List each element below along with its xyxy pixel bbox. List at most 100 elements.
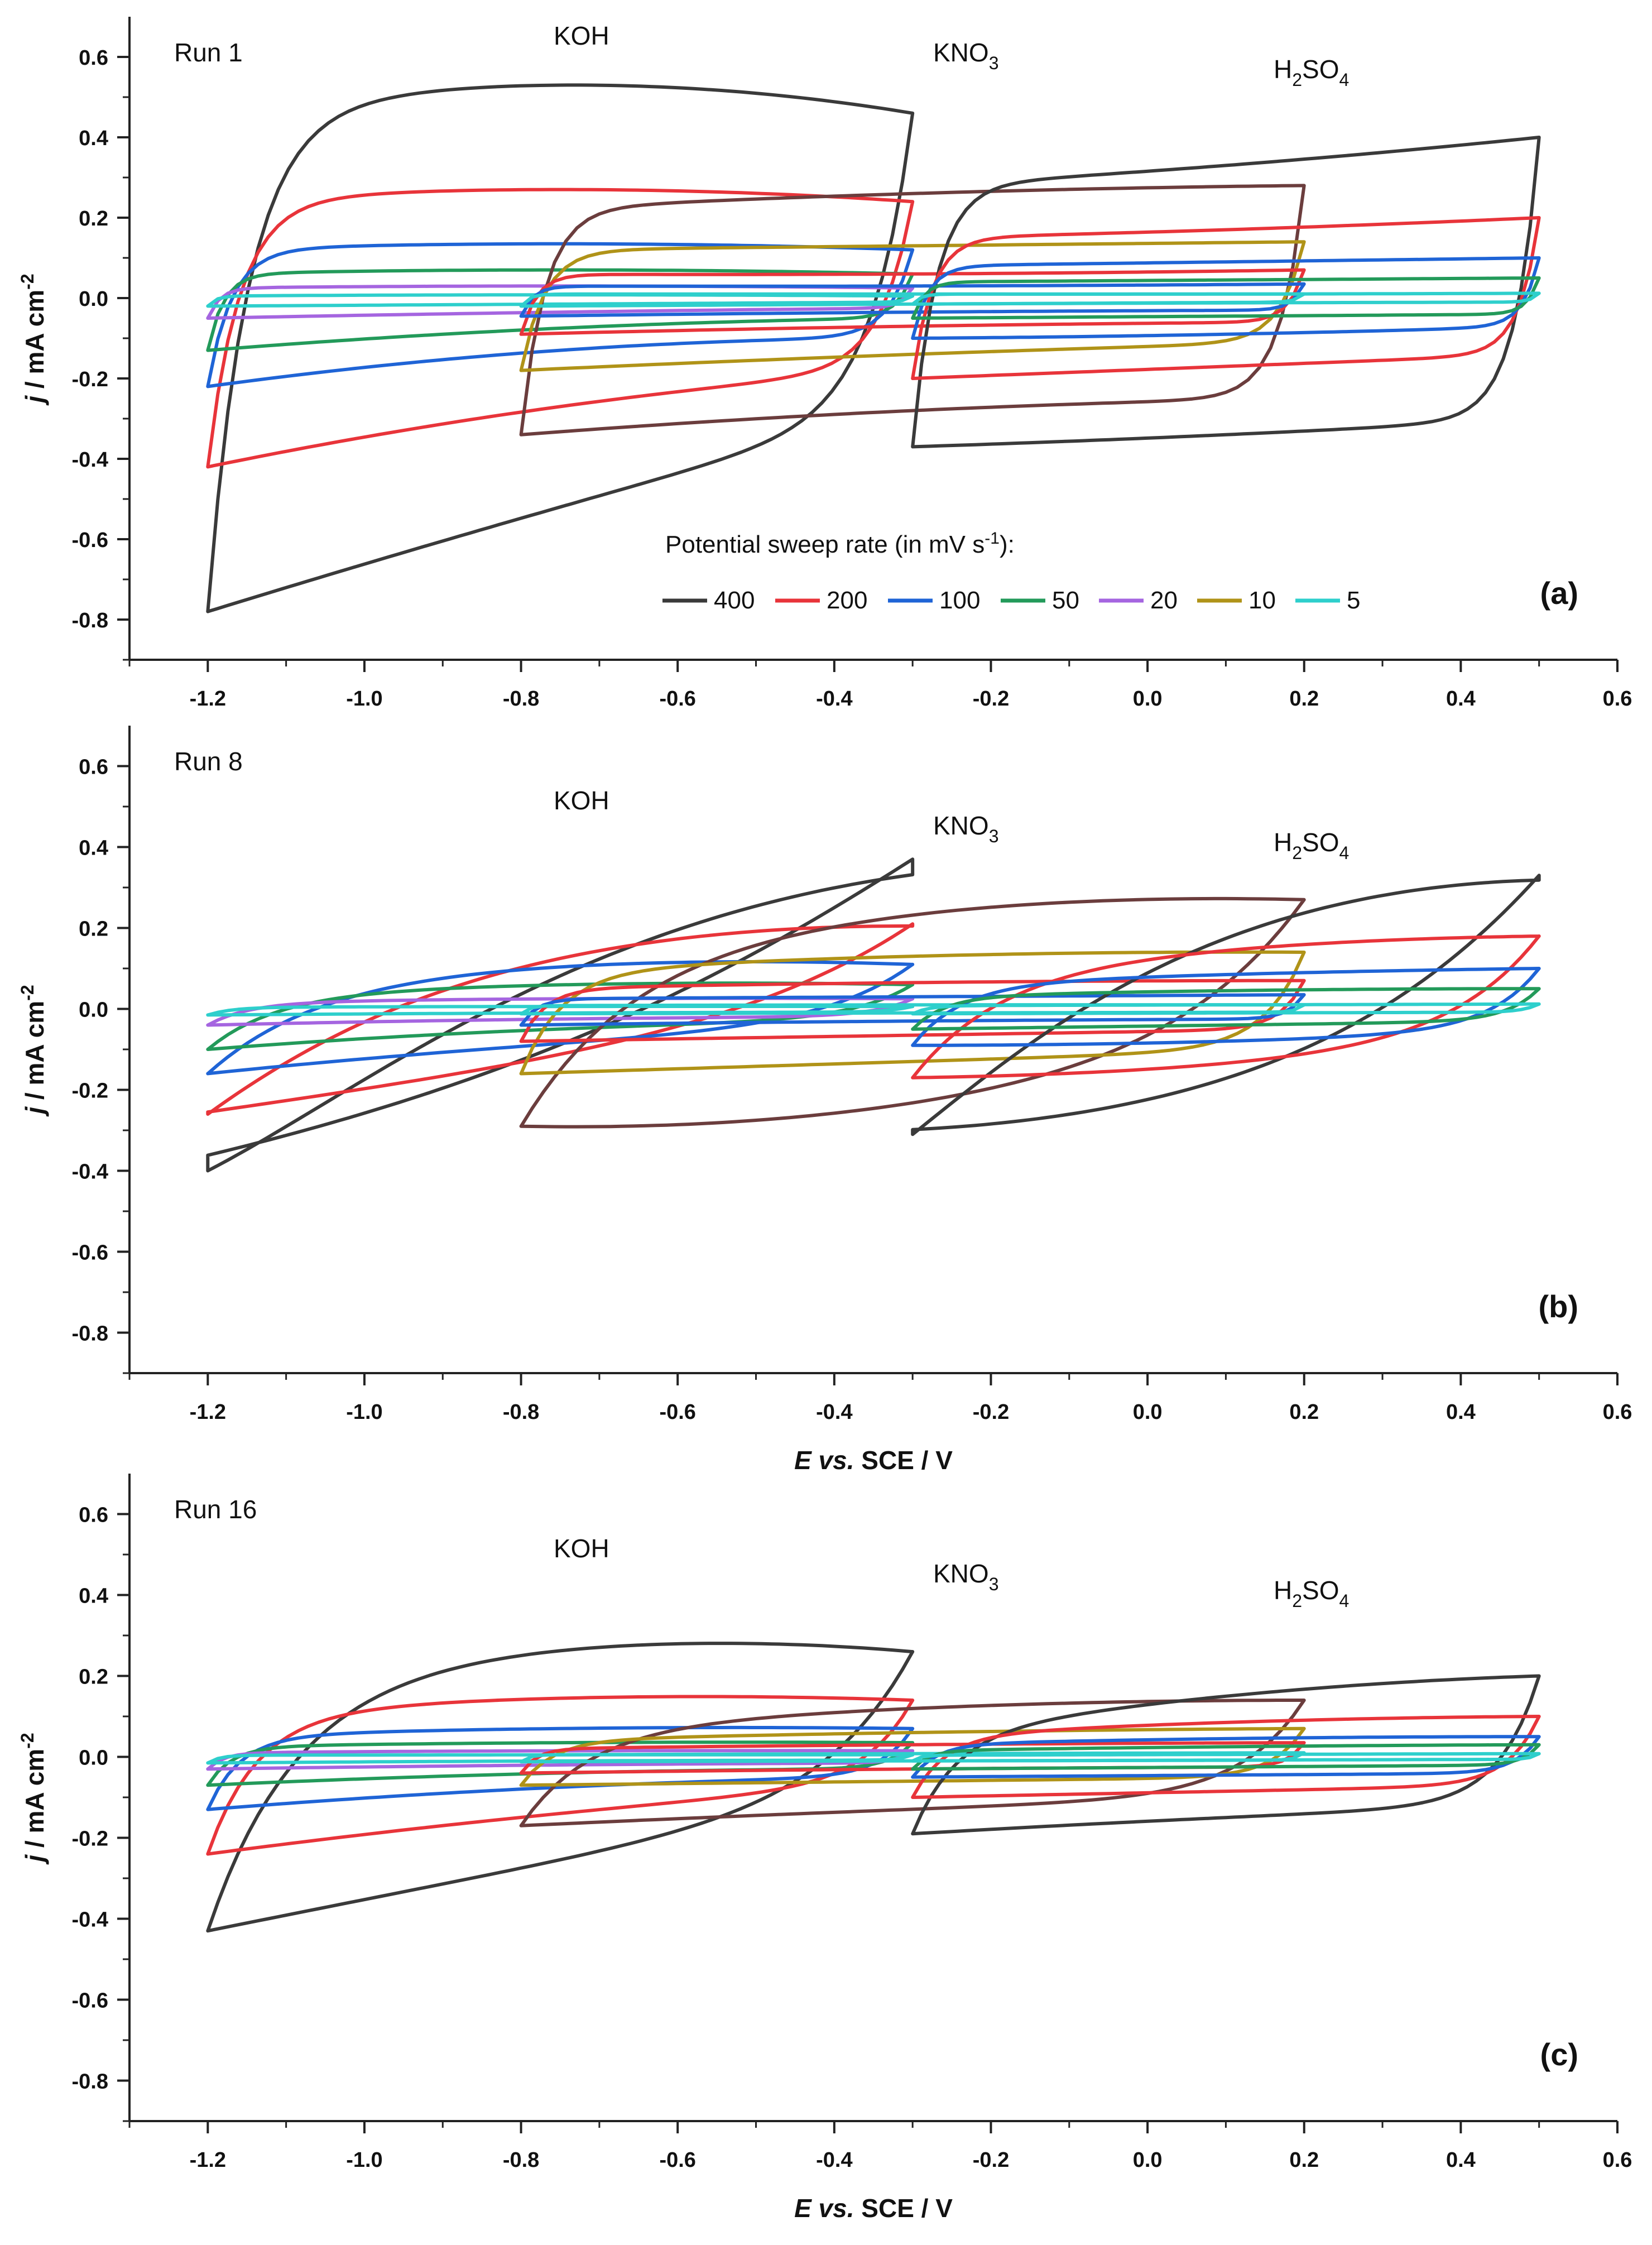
- x-tick-label: -0.4: [816, 2148, 852, 2172]
- y-tick-label: -0.6: [72, 1241, 108, 1265]
- x-tick-label: -0.2: [973, 2148, 1009, 2172]
- legend-entry: 10: [1248, 587, 1276, 614]
- run-title: Run 8: [174, 747, 243, 776]
- y-title-units: / mA cm: [20, 1001, 49, 1107]
- cv-loop: [519, 282, 1306, 318]
- kno3-main: KNO: [933, 811, 989, 840]
- kno3-label: KNO3: [933, 811, 998, 846]
- legend-entry: 100: [939, 587, 980, 614]
- y-tick-label: 0.2: [79, 1666, 108, 1689]
- cv-loop: [519, 978, 1306, 1043]
- h2so4-h: H: [1274, 828, 1292, 857]
- y-title-j: j: [20, 1854, 49, 1865]
- cv-loop: [519, 993, 1306, 1027]
- y-tick-label: -0.6: [72, 529, 108, 552]
- x-title-E: E: [794, 2194, 812, 2223]
- x-tick-label: -0.4: [816, 1400, 852, 1424]
- cv-loop: [206, 1695, 915, 1856]
- h2so4-h: H: [1274, 55, 1292, 84]
- cv-loop: [206, 981, 915, 1051]
- x-title-units: SCE / V: [854, 1446, 953, 1475]
- x-title-units: SCE / V: [854, 2194, 953, 2223]
- cv-loop: [911, 987, 1541, 1031]
- x-tick-label: 0.2: [1289, 687, 1319, 711]
- cv-loop: [206, 284, 915, 320]
- h2so4-so: SO: [1302, 828, 1339, 857]
- x-tick-label: 0.0: [1133, 2148, 1163, 2172]
- koh-label: KOH: [554, 1534, 609, 1563]
- y-title-j: j: [20, 395, 49, 406]
- x-tick-label: 0.6: [1603, 1400, 1632, 1424]
- legend-title-end: ):: [1000, 531, 1015, 558]
- cv-loop: [206, 996, 915, 1027]
- kno3-sub: 3: [989, 1574, 999, 1594]
- h2so4-so: SO: [1302, 55, 1339, 84]
- panel-label: (b): [1538, 1289, 1578, 1324]
- y-tick-label: -0.2: [72, 368, 108, 391]
- h2so4-sub4: 4: [1339, 1591, 1350, 1611]
- y-tick-label: 0.6: [79, 756, 108, 779]
- kno3-main: KNO: [933, 38, 989, 67]
- y-tick-label: -0.2: [72, 1080, 108, 1103]
- x-tick-label: 0.6: [1603, 2148, 1632, 2172]
- cv-loop: [206, 293, 915, 308]
- x-tick-label: 0.2: [1289, 2148, 1319, 2172]
- cv-loop: [206, 242, 915, 388]
- cv-panel-2: -1.2 -1.0 -0.8 -0.6 -0.4 -0.2 0.0 0.2 0.4 0.6 0.6 0…: [17, 726, 1632, 1475]
- cv-loop: [519, 184, 1306, 436]
- y-tick-label: -0.8: [72, 609, 108, 632]
- cv-loop: [911, 967, 1541, 1047]
- x-title-E: E: [794, 1446, 812, 1475]
- h2so4-label: H2SO4: [1274, 1576, 1349, 1611]
- y-tick-label: -0.8: [72, 2070, 108, 2094]
- cv-loop: [206, 83, 915, 613]
- h2so4-sub2: 2: [1292, 70, 1302, 90]
- y-title-sup: -2: [17, 985, 37, 1000]
- y-tick-label: 0.0: [79, 287, 108, 311]
- cv-loop: [911, 1715, 1541, 1799]
- h2so4-sub4: 4: [1339, 843, 1350, 863]
- x-axis-title: E vs. SCE / V: [794, 1446, 953, 1475]
- x-tick-label: -1.0: [346, 1400, 382, 1424]
- cv-loop: [519, 1699, 1306, 1827]
- y-title-units: / mA cm: [20, 1749, 49, 1855]
- panel-label: (a): [1540, 575, 1578, 611]
- y-axis-title: j / mA cm-2: [17, 274, 49, 405]
- legend-entry: 20: [1150, 587, 1178, 614]
- koh-label: KOH: [554, 786, 609, 815]
- h2so4-label: H2SO4: [1274, 828, 1349, 863]
- x-title-vs: vs.: [811, 1446, 854, 1475]
- cv-loop: [911, 1752, 1541, 1763]
- y-tick-label: -0.4: [72, 448, 108, 472]
- y-tick-label: 0.6: [79, 1504, 108, 1527]
- y-title-units: / mA cm: [20, 290, 49, 396]
- kno3-sub: 3: [989, 826, 999, 846]
- x-axis-title: E vs. SCE / V: [794, 2194, 953, 2223]
- y-title-sup: -2: [17, 1733, 37, 1748]
- legend-entry: 50: [1052, 587, 1079, 614]
- y-tick-label: -0.4: [72, 1908, 108, 1932]
- y-tick-label: 0.2: [79, 207, 108, 231]
- h2so4-h: H: [1274, 1576, 1292, 1605]
- x-tick-label: 0.4: [1446, 687, 1476, 711]
- y-tick-label: 0.4: [79, 837, 108, 860]
- x-tick-label: -0.8: [503, 2148, 539, 2172]
- cv-loop: [519, 896, 1306, 1129]
- y-tick-label: 0.0: [79, 999, 108, 1022]
- cv-loop: [519, 240, 1306, 372]
- x-tick-label: -0.8: [503, 1400, 539, 1424]
- cv-loop: [519, 1726, 1306, 1787]
- y-tick-label: -0.2: [72, 1827, 108, 1851]
- run-title: Run 1: [174, 38, 243, 67]
- h2so4-sub2: 2: [1292, 1591, 1302, 1611]
- x-tick-label: -1.0: [346, 2148, 382, 2172]
- cv-panel-3: -1.2 -1.0 -0.8 -0.6 -0.4 -0.2 0.0 0.2 0.4 0.6 0.6 0…: [17, 1474, 1632, 2223]
- legend-entry: 400: [714, 587, 755, 614]
- cv-loop: [911, 256, 1541, 340]
- cv-loop: [519, 268, 1306, 336]
- kno3-label: KNO3: [933, 1559, 998, 1594]
- y-tick-label: 0.0: [79, 1747, 108, 1770]
- cv-loop: [206, 1642, 915, 1933]
- cv-loop: [911, 216, 1541, 380]
